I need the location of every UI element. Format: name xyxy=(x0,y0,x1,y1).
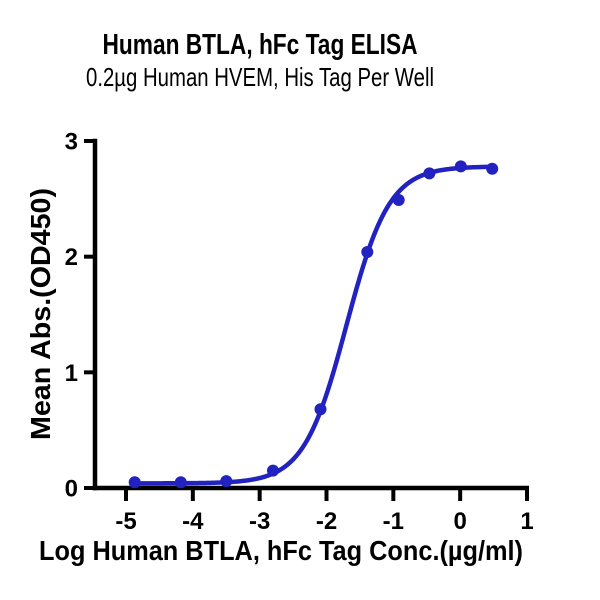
x-tick-label: -4 xyxy=(182,508,204,535)
data-points xyxy=(128,160,499,489)
x-tick-label: -1 xyxy=(383,508,404,535)
y-axis-title: Mean Abs.(OD450) xyxy=(25,188,56,440)
data-point xyxy=(267,464,279,477)
data-point xyxy=(314,403,327,416)
data-point xyxy=(392,194,405,206)
x-axis-ticks: -5 -4 -3 -2 -1 0 1 xyxy=(115,488,534,535)
x-tick-label: -3 xyxy=(249,508,270,535)
y-tick-label: 0 xyxy=(65,476,78,503)
y-axis-ticks: 0 1 2 3 xyxy=(65,129,97,503)
data-point xyxy=(454,160,467,173)
chart-title: Human BTLA, hFc Tag ELISA xyxy=(103,29,418,61)
y-tick-label: 3 xyxy=(65,129,78,156)
y-tick-label: 1 xyxy=(65,360,78,387)
data-point xyxy=(174,476,187,489)
fit-curve-path xyxy=(132,164,494,486)
x-tick-label: 0 xyxy=(453,508,466,535)
data-point xyxy=(423,167,436,180)
data-point xyxy=(220,475,233,488)
x-tick-label: -5 xyxy=(115,508,136,535)
data-point xyxy=(486,162,499,175)
fit-curve xyxy=(132,164,494,486)
data-point xyxy=(361,246,374,258)
x-tick-label: -2 xyxy=(316,508,337,535)
y-tick-label: 2 xyxy=(65,244,78,271)
x-axis-title: Log Human BTLA, hFc Tag Conc.(µg/ml) xyxy=(39,535,523,566)
data-point xyxy=(128,476,141,489)
chart-subtitle: 0.2µg Human HVEM, His Tag Per Well xyxy=(86,62,434,92)
x-tick-label: 1 xyxy=(520,508,533,535)
